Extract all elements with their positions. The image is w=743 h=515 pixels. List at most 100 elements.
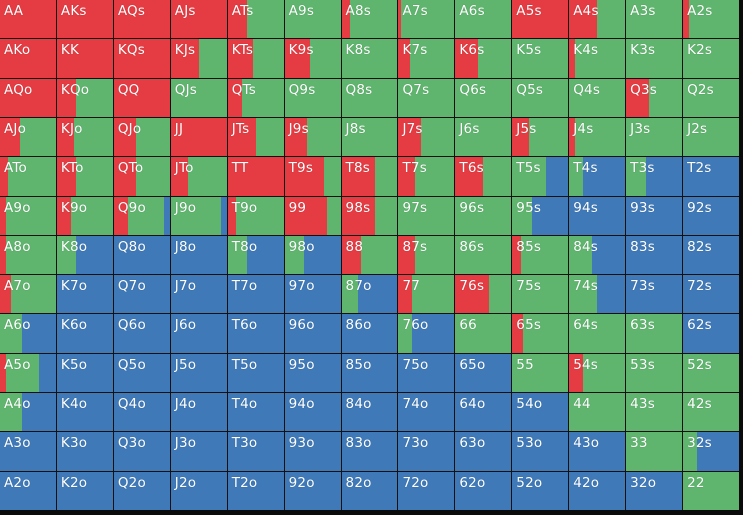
hand-cell-J4o[interactable]: J4o [170, 393, 227, 432]
hand-cell-65o[interactable]: 65o [455, 353, 512, 393]
hand-cell-J8s[interactable]: J8s [341, 117, 398, 157]
hand-cell-73o[interactable]: 73o [398, 432, 455, 471]
hand-cell-82s[interactable]: 82s [683, 235, 739, 275]
hand-cell-T5s[interactable]: T5s [512, 157, 569, 196]
hand-cell-55[interactable]: 55 [512, 353, 569, 393]
hand-cell-53s[interactable]: 53s [626, 353, 683, 393]
hand-cell-62o[interactable]: 62o [455, 471, 512, 510]
hand-cell-J2s[interactable]: J2s [683, 117, 739, 157]
hand-cell-53o[interactable]: 53o [512, 432, 569, 471]
hand-cell-T3o[interactable]: T3o [227, 432, 284, 471]
hand-cell-93s[interactable]: 93s [626, 196, 683, 235]
hand-cell-KQo[interactable]: KQo [56, 78, 113, 117]
hand-cell-85s[interactable]: 85s [512, 235, 569, 275]
hand-cell-Q8s[interactable]: Q8s [341, 78, 398, 117]
hand-cell-TT[interactable]: TT [227, 157, 284, 196]
hand-cell-KTs[interactable]: KTs [227, 39, 284, 78]
hand-cell-J7o[interactable]: J7o [170, 275, 227, 314]
hand-cell-T7o[interactable]: T7o [227, 275, 284, 314]
hand-cell-77[interactable]: 77 [398, 275, 455, 314]
hand-cell-K3o[interactable]: K3o [56, 432, 113, 471]
hand-cell-AQo[interactable]: AQo [0, 78, 56, 117]
hand-cell-K8o[interactable]: K8o [56, 235, 113, 275]
hand-cell-74s[interactable]: 74s [569, 275, 626, 314]
hand-cell-42o[interactable]: 42o [569, 471, 626, 510]
hand-cell-J9s[interactable]: J9s [284, 117, 341, 157]
hand-cell-Q6s[interactable]: Q6s [455, 78, 512, 117]
hand-cell-32o[interactable]: 32o [626, 471, 683, 510]
hand-cell-85o[interactable]: 85o [341, 353, 398, 393]
hand-cell-52o[interactable]: 52o [512, 471, 569, 510]
hand-cell-97o[interactable]: 97o [284, 275, 341, 314]
hand-cell-K3s[interactable]: K3s [626, 39, 683, 78]
hand-cell-J6s[interactable]: J6s [455, 117, 512, 157]
hand-cell-A7o[interactable]: A7o [0, 275, 56, 314]
hand-cell-T9s[interactable]: T9s [284, 157, 341, 196]
hand-cell-J9o[interactable]: J9o [170, 196, 227, 235]
hand-cell-86s[interactable]: 86s [455, 235, 512, 275]
hand-cell-K2s[interactable]: K2s [683, 39, 739, 78]
hand-cell-QQ[interactable]: QQ [113, 78, 170, 117]
hand-cell-JTo[interactable]: JTo [170, 157, 227, 196]
hand-cell-94s[interactable]: 94s [569, 196, 626, 235]
hand-cell-A9o[interactable]: A9o [0, 196, 56, 235]
hand-cell-K8s[interactable]: K8s [341, 39, 398, 78]
hand-cell-J6o[interactable]: J6o [170, 314, 227, 353]
hand-cell-A8s[interactable]: A8s [341, 0, 398, 39]
hand-cell-76s[interactable]: 76s [455, 275, 512, 314]
hand-cell-A2o[interactable]: A2o [0, 471, 56, 510]
hand-cell-K4s[interactable]: K4s [569, 39, 626, 78]
hand-cell-52s[interactable]: 52s [683, 353, 739, 393]
hand-cell-97s[interactable]: 97s [398, 196, 455, 235]
hand-cell-62s[interactable]: 62s [683, 314, 739, 353]
hand-cell-42s[interactable]: 42s [683, 393, 739, 432]
hand-cell-T7s[interactable]: T7s [398, 157, 455, 196]
hand-cell-ATs[interactable]: ATs [227, 0, 284, 39]
hand-cell-KK[interactable]: KK [56, 39, 113, 78]
hand-cell-KTo[interactable]: KTo [56, 157, 113, 196]
hand-cell-K4o[interactable]: K4o [56, 393, 113, 432]
hand-cell-Q9s[interactable]: Q9s [284, 78, 341, 117]
hand-cell-K6s[interactable]: K6s [455, 39, 512, 78]
hand-cell-K7s[interactable]: K7s [398, 39, 455, 78]
hand-cell-43s[interactable]: 43s [626, 393, 683, 432]
hand-cell-T6o[interactable]: T6o [227, 314, 284, 353]
hand-cell-72s[interactable]: 72s [683, 275, 739, 314]
hand-cell-Q7o[interactable]: Q7o [113, 275, 170, 314]
hand-cell-Q4s[interactable]: Q4s [569, 78, 626, 117]
hand-cell-72o[interactable]: 72o [398, 471, 455, 510]
hand-cell-65s[interactable]: 65s [512, 314, 569, 353]
hand-cell-63o[interactable]: 63o [455, 432, 512, 471]
hand-cell-95o[interactable]: 95o [284, 353, 341, 393]
hand-cell-43o[interactable]: 43o [569, 432, 626, 471]
hand-cell-AJs[interactable]: AJs [170, 0, 227, 39]
hand-cell-74o[interactable]: 74o [398, 393, 455, 432]
hand-cell-A4s[interactable]: A4s [569, 0, 626, 39]
hand-cell-73s[interactable]: 73s [626, 275, 683, 314]
hand-cell-T2o[interactable]: T2o [227, 471, 284, 510]
hand-cell-J8o[interactable]: J8o [170, 235, 227, 275]
hand-cell-KJs[interactable]: KJs [170, 39, 227, 78]
hand-cell-KJo[interactable]: KJo [56, 117, 113, 157]
hand-cell-K5o[interactable]: K5o [56, 353, 113, 393]
hand-cell-AKo[interactable]: AKo [0, 39, 56, 78]
hand-cell-87o[interactable]: 87o [341, 275, 398, 314]
hand-cell-K5s[interactable]: K5s [512, 39, 569, 78]
hand-cell-A7s[interactable]: A7s [398, 0, 455, 39]
hand-cell-96o[interactable]: 96o [284, 314, 341, 353]
hand-cell-84s[interactable]: 84s [569, 235, 626, 275]
hand-cell-54s[interactable]: 54s [569, 353, 626, 393]
hand-cell-JJ[interactable]: JJ [170, 117, 227, 157]
hand-cell-Q9o[interactable]: Q9o [113, 196, 170, 235]
hand-cell-32s[interactable]: 32s [683, 432, 739, 471]
hand-cell-A5o[interactable]: A5o [0, 353, 56, 393]
hand-cell-54o[interactable]: 54o [512, 393, 569, 432]
hand-cell-Q8o[interactable]: Q8o [113, 235, 170, 275]
hand-cell-T8o[interactable]: T8o [227, 235, 284, 275]
hand-cell-Q2o[interactable]: Q2o [113, 471, 170, 510]
hand-cell-T6s[interactable]: T6s [455, 157, 512, 196]
hand-cell-88[interactable]: 88 [341, 235, 398, 275]
hand-cell-J3o[interactable]: J3o [170, 432, 227, 471]
hand-cell-AA[interactable]: AA [0, 0, 56, 39]
hand-cell-98s[interactable]: 98s [341, 196, 398, 235]
